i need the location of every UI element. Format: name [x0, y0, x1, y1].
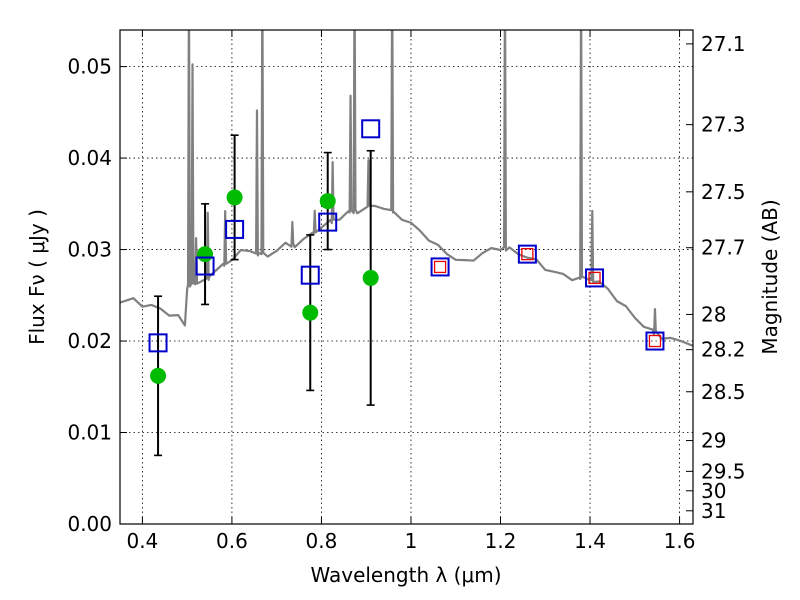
model-square — [225, 219, 245, 239]
mag-tick-label: 28 — [701, 302, 726, 326]
x-tick-label: 1 — [405, 529, 418, 553]
observed-point — [197, 246, 214, 263]
model-square — [195, 256, 215, 276]
ir-model-square — [521, 247, 534, 261]
mag-tick-label: 27.5 — [701, 180, 746, 204]
y-tick-label: 0.00 — [67, 512, 112, 536]
ir-model-square — [588, 271, 601, 285]
grid — [120, 30, 693, 524]
y-tick-label: 0.03 — [67, 238, 112, 262]
model-square — [148, 333, 168, 353]
model-square — [318, 212, 338, 232]
mag-tick-label: 27.3 — [701, 113, 746, 137]
y-tick-label: 0.01 — [67, 421, 112, 445]
ir-model-square — [433, 260, 447, 274]
observed-point — [319, 193, 336, 210]
spectrum-line — [120, 30, 693, 347]
mag-tick-label: 27.1 — [701, 32, 746, 56]
x-tick-label: 0.6 — [216, 529, 248, 553]
y-tick-label: 0.02 — [67, 329, 112, 353]
y-axis-label: Flux Fν ( μJy ) — [25, 209, 49, 345]
model-square — [300, 265, 320, 285]
model-square — [517, 244, 537, 264]
plot-frame — [119, 29, 694, 525]
x-tick-label: 0.4 — [126, 529, 158, 553]
model-square — [585, 268, 605, 288]
x-axis-label: Wavelength λ (μm) — [310, 563, 501, 587]
y-tick-label: 0.04 — [67, 146, 112, 170]
mag-tick-label: 28.5 — [701, 380, 746, 404]
axes-ticks: 0.4 0.6 0.8 1 1.2 1.4 1.6 0.00 0.01 0.02 0.03 0.04 0… — [67, 30, 746, 553]
mag-tick-label: 27.7 — [701, 236, 746, 260]
right-axis-label: Magnitude (AB) — [758, 199, 782, 354]
model-square — [645, 331, 665, 351]
mag-tick-label: 29 — [701, 429, 726, 453]
model-square — [361, 119, 381, 139]
observed-point — [226, 189, 243, 206]
plot-area — [120, 30, 693, 457]
mag-tick-label: 29.5 — [701, 459, 746, 483]
ir-model-square — [648, 334, 662, 348]
x-tick-label: 1.6 — [664, 529, 696, 553]
mag-tick-label: 28.2 — [701, 338, 746, 362]
observed-point — [302, 304, 319, 321]
mag-tick-label: 30 — [701, 479, 726, 503]
observed-point — [362, 269, 379, 286]
model-square — [430, 257, 450, 277]
x-tick-label: 1.2 — [485, 529, 517, 553]
x-tick-label: 1.4 — [574, 529, 606, 553]
mag-tick-label: 31 — [701, 499, 726, 523]
y-tick-label: 0.05 — [67, 55, 112, 79]
x-tick-label: 0.8 — [306, 529, 338, 553]
observed-point — [150, 367, 167, 384]
